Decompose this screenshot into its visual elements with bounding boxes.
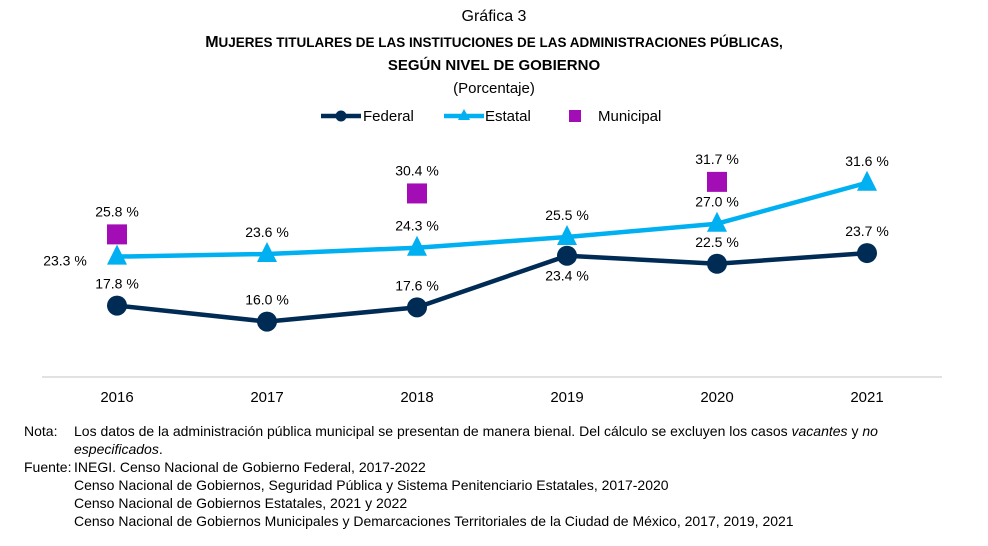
x-tick-label: 2021	[850, 389, 883, 406]
data-label-federal: 17.6 %	[395, 277, 439, 293]
legend-municipal-label: Municipal	[598, 108, 661, 125]
data-label-municipal: 31.7 %	[695, 151, 739, 167]
source-item: Censo Nacional de Gobiernos, Seguridad P…	[74, 477, 669, 493]
title-initial: M	[205, 34, 219, 51]
x-tick-label: 2020	[700, 389, 733, 406]
legend-estatal-label: Estatal	[485, 108, 531, 125]
figure-label: Gráfica 3	[461, 8, 527, 25]
marker-federal	[857, 243, 877, 264]
legend-municipal-marker	[569, 110, 581, 122]
x-tick-label: 2017	[250, 389, 283, 406]
marker-federal	[707, 253, 727, 274]
legend-federal-label: Federal	[363, 108, 414, 125]
x-tick-label: 2016	[100, 389, 133, 406]
marker-municipal	[407, 183, 427, 204]
nota-label: Nota:	[24, 423, 58, 439]
marker-estatal	[107, 244, 127, 265]
fuente-row: Fuente: INEGI. Censo Nacional de Gobierno…	[24, 458, 959, 476]
marker-estatal	[407, 235, 427, 256]
chart-title: MUJERES TITULARES DE LAS INSTITUCIONES D…	[0, 34, 988, 52]
series-lines	[116, 180, 868, 324]
chart-title-line2: SEGÚN NIVEL DE GOBIERNO	[387, 57, 601, 74]
marker-federal	[107, 295, 127, 316]
marker-federal	[257, 311, 277, 332]
nota-row: Nota: Los datos de la administración públ…	[24, 422, 959, 458]
data-label-federal: 23.7 %	[845, 223, 889, 239]
legend-federal-marker	[335, 110, 347, 122]
data-label-federal: 22.5 %	[695, 234, 739, 250]
data-label-estatal: 27.0 %	[695, 194, 739, 210]
line-chart: Federal Estatal Municipal 2016 2017 2018 2019…	[42, 108, 942, 406]
x-tick-labels: 2016 2017 2018 2019 2020 2021	[100, 389, 883, 406]
data-label-municipal: 30.4 %	[395, 162, 439, 178]
marker-federal	[407, 297, 427, 318]
marker-estatal	[857, 170, 877, 191]
legend: Federal Estatal Municipal	[321, 108, 661, 125]
data-label-estatal: 23.6 %	[245, 224, 289, 240]
nota-text-part: y	[847, 423, 863, 439]
x-tick-label: 2018	[400, 389, 433, 406]
nota-italic: vacantes	[791, 423, 848, 439]
marker-estatal	[557, 225, 577, 246]
source-item: INEGI. Censo Nacional de Gobierno Federa…	[74, 459, 426, 475]
marker-estatal	[707, 211, 727, 232]
data-label-municipal: 25.8 %	[95, 203, 139, 219]
nota-text-part: Los datos de la administración pública m…	[74, 423, 792, 439]
data-label-estatal: 31.6 %	[845, 153, 889, 169]
series-line-estatal	[116, 180, 868, 259]
marker-estatal	[257, 241, 277, 262]
data-label-federal: 17.8 %	[95, 276, 139, 292]
data-labels: 17.8 % 16.0 % 17.6 % 23.4 % 22.5 % 23.7 % 23.3…	[43, 151, 889, 308]
data-label-federal: 16.0 %	[245, 292, 289, 308]
source-item: Censo Nacional de Gobiernos Municipales …	[74, 513, 794, 529]
nota-text-part: .	[158, 441, 163, 457]
marker-municipal	[707, 171, 727, 192]
series-markers	[107, 170, 877, 332]
nota-text: Los datos de la administración pública m…	[74, 422, 959, 458]
source-item: Censo Nacional de Gobiernos Estatales, 2…	[74, 495, 408, 511]
notes: Nota: Los datos de la administración públ…	[24, 422, 959, 530]
title-rest: UJERES TITULARES DE LAS INSTITUCIONES DE…	[218, 35, 783, 50]
data-label-estatal: 25.5 %	[545, 207, 589, 223]
series-line-federal	[116, 250, 868, 324]
data-label-estatal: 23.3 %	[43, 253, 87, 269]
x-tick-label: 2019	[550, 389, 583, 406]
nota-italic: no especificados	[74, 423, 878, 457]
marker-federal	[557, 245, 577, 266]
chart-subtitle: (Porcentaje)	[453, 80, 535, 97]
marker-municipal	[107, 224, 127, 245]
legend-estatal-marker	[458, 109, 470, 120]
data-label-estatal: 24.3 %	[395, 218, 439, 234]
data-label-federal: 23.4 %	[545, 268, 589, 284]
fuente-label: Fuente:	[24, 459, 72, 475]
